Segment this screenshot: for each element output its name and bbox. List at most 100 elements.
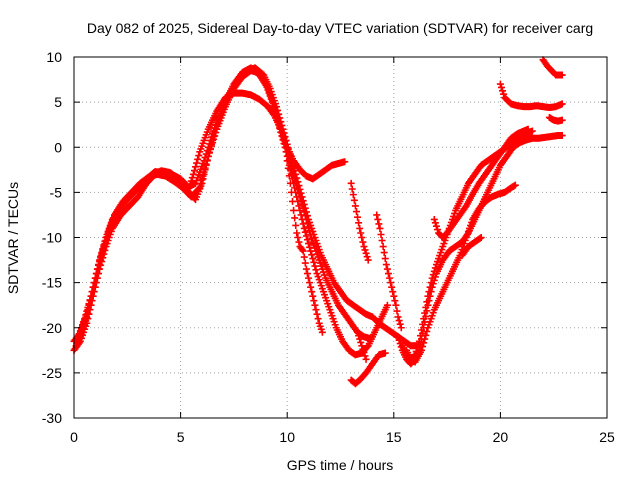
data-point [308, 288, 316, 296]
data-point [310, 297, 318, 305]
data-point [274, 106, 282, 114]
data-point [83, 307, 91, 315]
data-point [428, 274, 436, 282]
data-point [299, 197, 307, 205]
data-point [99, 246, 107, 254]
data-point [318, 328, 326, 336]
data-point [85, 300, 93, 308]
data-point [395, 336, 403, 344]
data-point [431, 264, 439, 272]
data-point [388, 283, 396, 291]
data-point [289, 197, 297, 205]
data-point [309, 255, 317, 263]
x-tick-label: 0 [70, 429, 78, 445]
data-point [312, 306, 320, 314]
data-point [384, 270, 392, 278]
y-tick-label: -5 [50, 184, 63, 200]
data-point [373, 211, 381, 219]
data-point [90, 279, 98, 287]
data-point [390, 292, 398, 300]
data-point [397, 324, 405, 332]
y-tick-label: 5 [54, 94, 62, 110]
data-point [95, 261, 103, 269]
data-point [354, 213, 362, 221]
data-point [341, 158, 349, 166]
data-point [415, 337, 423, 345]
data-point [96, 258, 104, 266]
data-point [202, 150, 210, 158]
data-point [194, 155, 202, 163]
data-series-4 [74, 64, 421, 350]
data-point [200, 157, 208, 165]
x-axis-label: GPS time / hours [287, 457, 394, 473]
data-point [366, 335, 374, 343]
data-point [88, 288, 96, 296]
data-point [352, 208, 360, 216]
axes: 0 5 10 15 20 25 -30 -25 -20 -15 -10 -5 0 5 10 [42, 49, 615, 445]
data-point [306, 279, 314, 287]
data-series-14 [458, 234, 485, 260]
y-tick-label: -30 [42, 410, 62, 426]
data-point [414, 341, 422, 349]
data-point [298, 246, 306, 254]
data-point [201, 153, 209, 161]
data-point [310, 258, 318, 266]
data-point [413, 344, 421, 352]
y-tick-label: -15 [42, 275, 62, 291]
data-point [291, 214, 299, 222]
data-series-16 [539, 56, 566, 79]
x-tick-label: 20 [493, 429, 509, 445]
data-point [309, 292, 317, 300]
data-point [359, 345, 367, 353]
data-point [389, 288, 397, 296]
data-point [295, 202, 303, 210]
y-tick-label: -25 [42, 365, 62, 381]
data-point [558, 71, 566, 79]
data-point [360, 349, 368, 357]
data-point [302, 232, 310, 240]
data-point [361, 246, 369, 254]
data-point [380, 249, 388, 257]
data-point [277, 118, 285, 126]
data-point [208, 133, 216, 141]
data-point [426, 283, 434, 291]
data-series-6 [347, 179, 372, 264]
data-point [418, 346, 426, 354]
data-point [418, 326, 426, 334]
data-point [376, 224, 384, 232]
data-point [305, 240, 313, 248]
data-point [278, 121, 286, 129]
data-point [395, 317, 403, 325]
data-point [374, 215, 382, 223]
data-point [558, 116, 566, 124]
data-point [203, 147, 211, 155]
data-point [431, 219, 439, 227]
data-point [290, 163, 298, 171]
data-point [421, 309, 429, 317]
data-point [361, 352, 369, 360]
data-point [307, 283, 315, 291]
data-point [299, 247, 307, 255]
data-point [285, 148, 293, 156]
data-point [357, 229, 365, 237]
data-point [362, 249, 370, 257]
data-point [360, 243, 368, 251]
data-point [293, 229, 301, 237]
data-point [524, 125, 532, 133]
data-point [205, 140, 213, 148]
data-point [286, 152, 294, 160]
chart-title: Day 082 of 2025, Sidereal Day-to-day VTE… [87, 20, 593, 36]
data-series-13 [430, 125, 532, 241]
data-point [284, 164, 292, 172]
data-point [377, 230, 385, 238]
data-point [314, 315, 322, 323]
data-point [355, 219, 363, 227]
data-point [293, 174, 301, 182]
data-point [394, 313, 402, 321]
data-point [422, 303, 430, 311]
data-point [292, 170, 300, 178]
data-point [499, 87, 507, 95]
data-point [300, 253, 308, 261]
data-point [354, 328, 362, 336]
